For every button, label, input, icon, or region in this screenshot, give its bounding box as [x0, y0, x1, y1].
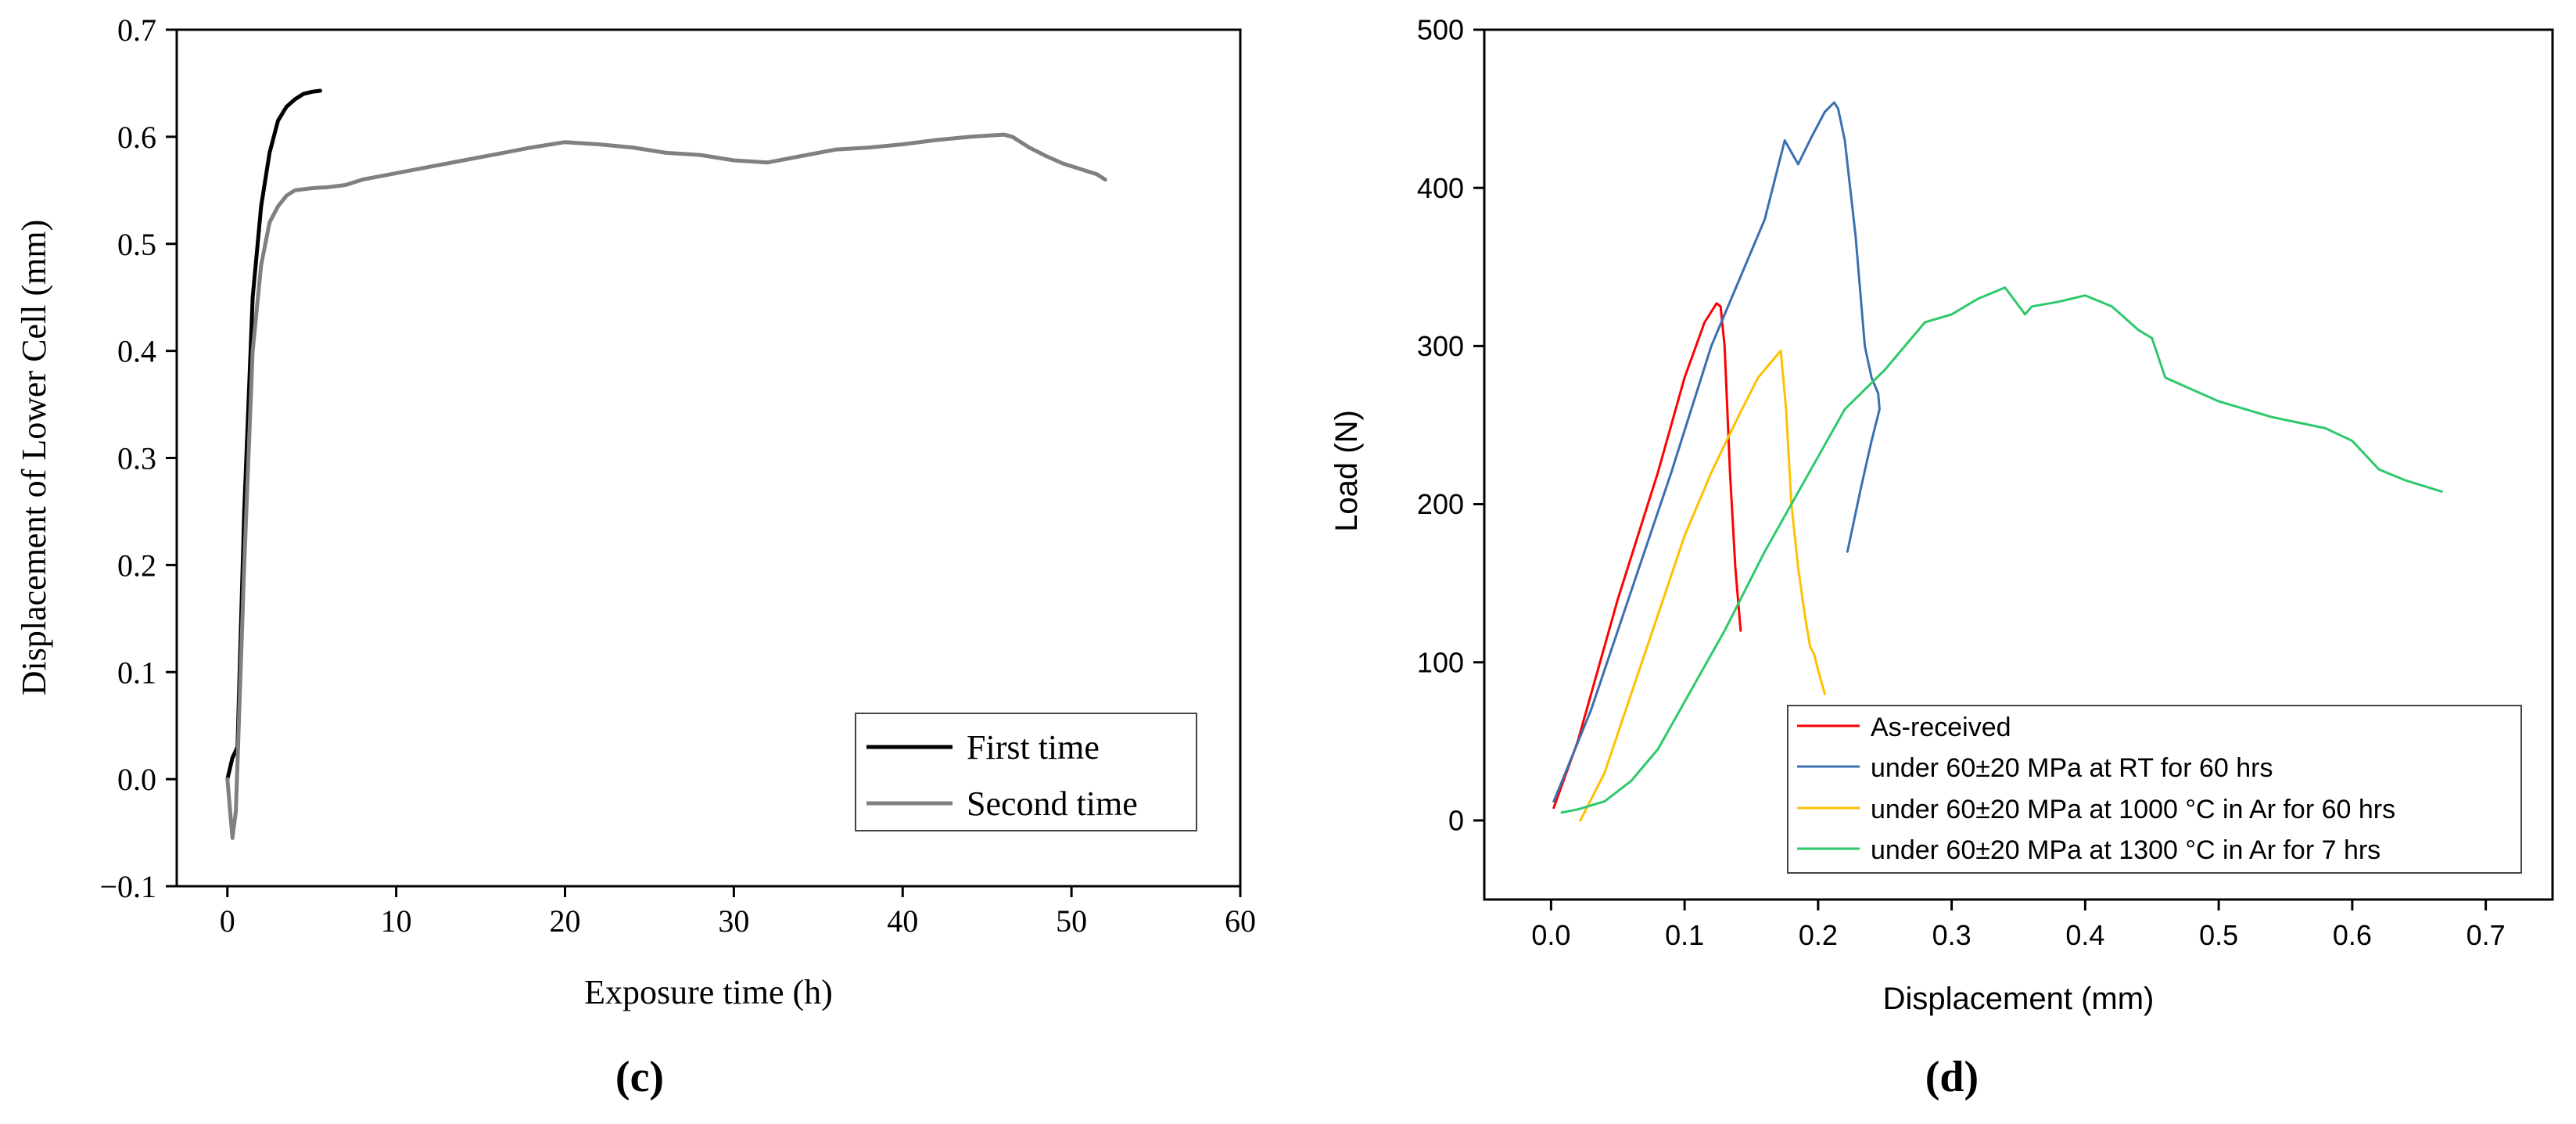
chart-d-ytick-label: 400: [1417, 172, 1464, 204]
chart-c-xtick-label: 20: [550, 903, 581, 939]
chart-d-xtick-label: 0.6: [2333, 919, 2372, 951]
chart-d-xtick-label: 0.2: [1799, 919, 1838, 951]
chart-d-legend-label-as-received: As-received: [1871, 713, 2011, 742]
chart-c-xtick-label: 30: [718, 903, 749, 939]
chart-c-ytick-label: 0.3: [117, 441, 156, 476]
chart-c-ytick-label: 0.5: [117, 227, 156, 262]
chart-c-legend: First time Second time: [855, 713, 1197, 831]
chart-c-ytick-label: 0.7: [117, 13, 156, 48]
chart-d-series-as-received: [1552, 302, 1742, 810]
chart-d-ytick-label: 200: [1417, 488, 1464, 520]
chart-d-ylabel: Load (N): [1329, 410, 1364, 532]
chart-c-legend-box: [855, 713, 1197, 831]
chart-c-xtick-label: 50: [1056, 903, 1087, 939]
chart-d-ytick-label: 0: [1448, 805, 1464, 837]
chart-d-xlabel: Displacement (mm): [1883, 982, 2154, 1016]
chart-c-series-second-time: [225, 132, 1107, 840]
chart-d-ytick-label: 100: [1417, 646, 1464, 678]
chart-c-ytick-label: 0.2: [117, 548, 156, 583]
chart-d-xtick-label: 0.3: [1932, 919, 1971, 951]
chart-c-xtick-label: 60: [1225, 903, 1256, 939]
chart-c-panel-label: (c): [615, 1053, 664, 1101]
chart-d-xtick-label: 0.4: [2065, 919, 2104, 951]
chart-c-ytick-label: 0.1: [117, 655, 156, 690]
chart-d-xtick-label: 0.1: [1665, 919, 1704, 951]
chart-d-series-under-60-20-mpa-at-1300-c-in-ar-for-7-hrs: [1560, 286, 2443, 814]
chart-c-xlabel: Exposure time (h): [584, 973, 833, 1011]
chart-c-legend-label-first-time: First time: [967, 728, 1100, 767]
chart-d-legend-label-rt: under 60±20 MPa at RT for 60 hrs: [1871, 753, 2273, 783]
chart-c-ticks: 0 10 20 30 40 50 60 −0.1 0.0 0.1 0.2 0.3 0.4 0.5 0.6 0.…: [99, 13, 1256, 939]
chart-d-xtick-label: 0.5: [2199, 919, 2238, 951]
chart-c-xtick-label: 0: [220, 903, 235, 939]
chart-d-ticks: 0.0 0.1 0.2 0.3 0.4 0.5 0.6 0.7 0 100 200 300 400 500: [1417, 14, 2506, 951]
chart-d-legend: As-received under 60±20 MPa at RT for 60…: [1787, 705, 2522, 874]
chart-c-ytick-label: 0.4: [117, 334, 156, 369]
chart-d-panel-label: (d): [1925, 1053, 1979, 1101]
chart-d-ytick-label: 300: [1417, 330, 1464, 362]
chart-d-series-under-60-20-mpa-at-1000-c-in-ar-for-60-hrs: [1579, 349, 1826, 822]
chart-c-ytick-label: 0.6: [117, 120, 156, 155]
chart-d-legend-box: [1787, 705, 2522, 874]
chart-panel-c: 0 10 20 30 40 50 60 −0.1 0.0 0.1 0.2 0.3 0.4 0.5 0.6 0.…: [15, 13, 1256, 1101]
chart-d-series-under-60-20-mpa-at-rt-for-60-hrs: [1552, 101, 1881, 803]
chart-c-xtick-label: 10: [381, 903, 412, 939]
chart-c-ytick-label: 0.0: [117, 762, 156, 797]
chart-d-plot-frame: [1483, 28, 2554, 901]
chart-c-xtick-label: 40: [887, 903, 918, 939]
chart-panel-d: 0.0 0.1 0.2 0.3 0.4 0.5 0.6 0.7 0 100 200 300 400 500…: [1329, 14, 2554, 1101]
chart-c-series: [225, 88, 1107, 840]
chart-d-series: [1552, 101, 2443, 822]
chart-d-legend-label-1300c: under 60±20 MPa at 1300 °C in Ar for 7 h…: [1871, 835, 2380, 865]
chart-d-xtick-label: 0.0: [1531, 919, 1570, 951]
chart-d-legend-label-1000c: under 60±20 MPa at 1000 °C in Ar for 60 …: [1871, 795, 2395, 824]
chart-c-legend-label-second-time: Second time: [967, 785, 1138, 823]
chart-d-ytick-label: 500: [1417, 14, 1464, 46]
chart-c-ylabel: Displacement of Lower Cell (mm): [15, 220, 53, 695]
chart-d-xtick-label: 0.7: [2467, 919, 2506, 951]
chart-c-ytick-label: −0.1: [99, 869, 156, 904]
